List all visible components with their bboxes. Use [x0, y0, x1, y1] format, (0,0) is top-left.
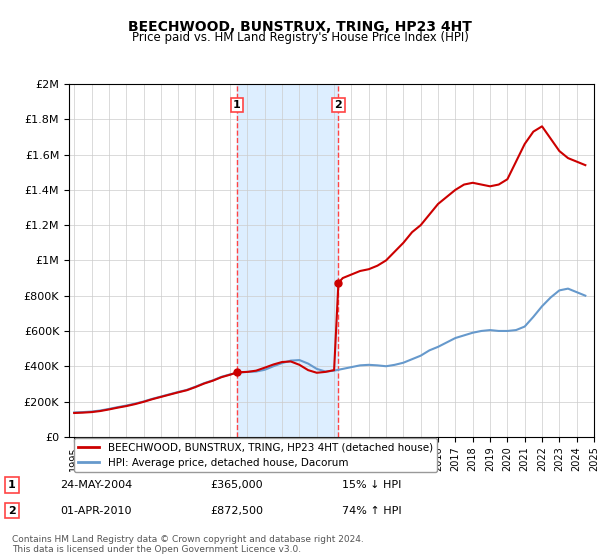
Text: £872,500: £872,500 — [210, 506, 263, 516]
Text: £365,000: £365,000 — [210, 480, 263, 490]
Bar — [237, 84, 338, 437]
Legend: BEECHWOOD, BUNSTRUX, TRING, HP23 4HT (detached house), HPI: Average price, detac: BEECHWOOD, BUNSTRUX, TRING, HP23 4HT (de… — [74, 438, 437, 472]
Text: 1: 1 — [233, 100, 241, 110]
Text: 15% ↓ HPI: 15% ↓ HPI — [342, 480, 401, 490]
Text: 2: 2 — [335, 100, 343, 110]
Text: 1: 1 — [8, 480, 16, 490]
Text: 01-APR-2010: 01-APR-2010 — [60, 506, 131, 516]
Text: 2: 2 — [8, 506, 16, 516]
Text: 74% ↑ HPI: 74% ↑ HPI — [342, 506, 401, 516]
Text: 24-MAY-2004: 24-MAY-2004 — [60, 480, 132, 490]
Text: BEECHWOOD, BUNSTRUX, TRING, HP23 4HT: BEECHWOOD, BUNSTRUX, TRING, HP23 4HT — [128, 20, 472, 34]
Text: Price paid vs. HM Land Registry's House Price Index (HPI): Price paid vs. HM Land Registry's House … — [131, 31, 469, 44]
Text: Contains HM Land Registry data © Crown copyright and database right 2024.
This d: Contains HM Land Registry data © Crown c… — [12, 535, 364, 554]
